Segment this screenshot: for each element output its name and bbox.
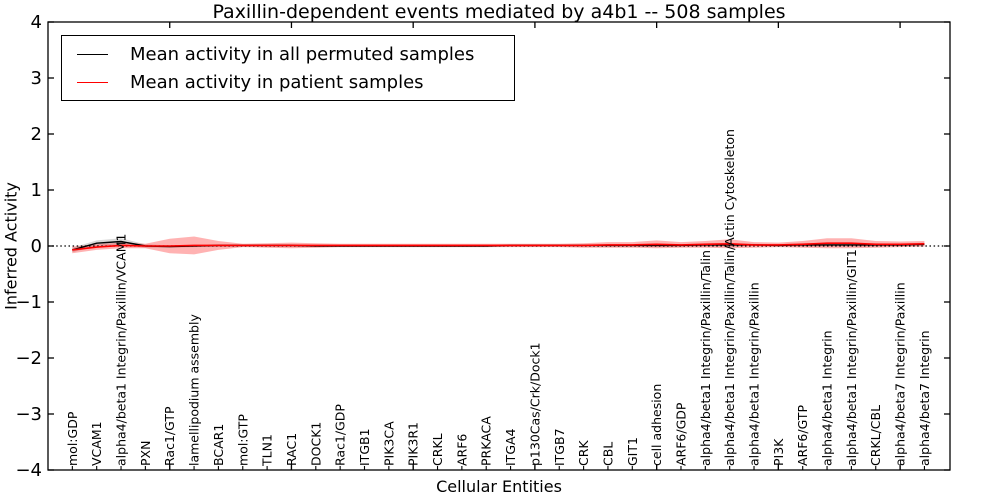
entity-label: ARF6: [454, 434, 469, 466]
entity-label: alpha4/beta7 Integrin/Paxillin: [893, 282, 908, 466]
entity-label: CRKL: [430, 433, 445, 466]
entity-label: DOCK1: [308, 422, 323, 466]
entity-label: alpha4/beta1 Integrin/Paxillin/Talin: [698, 250, 713, 466]
entity-label: PRKACA: [479, 416, 494, 466]
legend: Mean activity in all permuted samples Me…: [61, 35, 515, 101]
entity-label: alpha4/beta1 Integrin: [820, 330, 835, 466]
entity-label: RAC1: [284, 433, 299, 466]
svg-text:−3: −3: [15, 404, 42, 425]
svg-text:0: 0: [31, 236, 42, 257]
entity-label: cell adhesion: [649, 384, 664, 466]
entity-label: PIK3CA: [381, 421, 396, 466]
entity-label: Rac1/GDP: [333, 404, 348, 466]
entity-label: ARF6/GDP: [674, 402, 689, 466]
entity-label: alpha4/beta7 Integrin: [917, 330, 932, 466]
entity-label: CRK: [576, 440, 591, 466]
svg-text:1: 1: [31, 180, 42, 201]
entity-label: mol:GDP: [65, 411, 80, 466]
entity-label: PIK3R1: [406, 422, 421, 466]
entity-label: ITGA4: [503, 428, 518, 466]
svg-text:−2: −2: [15, 348, 42, 369]
entity-label: ARF6/GTP: [795, 405, 810, 466]
permuted-line-swatch: [77, 53, 108, 55]
entity-label: alpha4/beta1 Integrin/Paxillin/GIT1: [844, 249, 859, 466]
svg-text:3: 3: [31, 68, 42, 89]
entity-label: BCAR1: [211, 424, 226, 466]
y-axis-label: Inferred Activity: [1, 182, 21, 310]
svg-text:2: 2: [31, 124, 42, 145]
entity-label: alpha4/beta1 Integrin/Paxillin/Talin/Act…: [722, 129, 737, 466]
entity-label: mol:GTP: [235, 414, 250, 466]
legend-entry-patient-label: Mean activity in patient samples: [130, 71, 424, 93]
legend-entry-permuted-label: Mean activity in all permuted samples: [130, 43, 475, 65]
entity-label: Rac1/GTP: [162, 406, 177, 466]
entity-label: p130Cas/Crk/Dock1: [527, 342, 542, 466]
svg-text:4: 4: [31, 12, 42, 33]
svg-text:−4: −4: [15, 460, 42, 481]
entity-label: GIT1: [625, 437, 640, 466]
entity-label: CRKL/CBL: [868, 405, 883, 466]
entity-label: PI3K: [771, 438, 786, 466]
entity-label: PXN: [138, 441, 153, 466]
entity-label: VCAM1: [89, 421, 104, 466]
entity-label: CBL: [600, 442, 615, 466]
entity-label: ITGB7: [552, 428, 567, 466]
entity-label: TLN1: [260, 434, 275, 467]
x-axis-label: Cellular Entities: [436, 477, 562, 496]
chart-title: Paxillin-dependent events mediated by a4…: [212, 1, 786, 23]
entity-label: lamellipodium assembly: [187, 314, 202, 466]
svg-text:−1: −1: [15, 292, 42, 313]
entity-label: alpha4/beta1 Integrin/Paxillin/VCAM1: [114, 234, 129, 466]
entity-label: alpha4/beta1 Integrin/Paxillin: [747, 282, 762, 466]
patient-line-swatch: [77, 81, 108, 83]
entity-label: ITGB1: [357, 428, 372, 466]
legend-entry-patient: Mean activity in patient samples: [62, 68, 514, 96]
legend-entry-permuted: Mean activity in all permuted samples: [62, 40, 514, 68]
